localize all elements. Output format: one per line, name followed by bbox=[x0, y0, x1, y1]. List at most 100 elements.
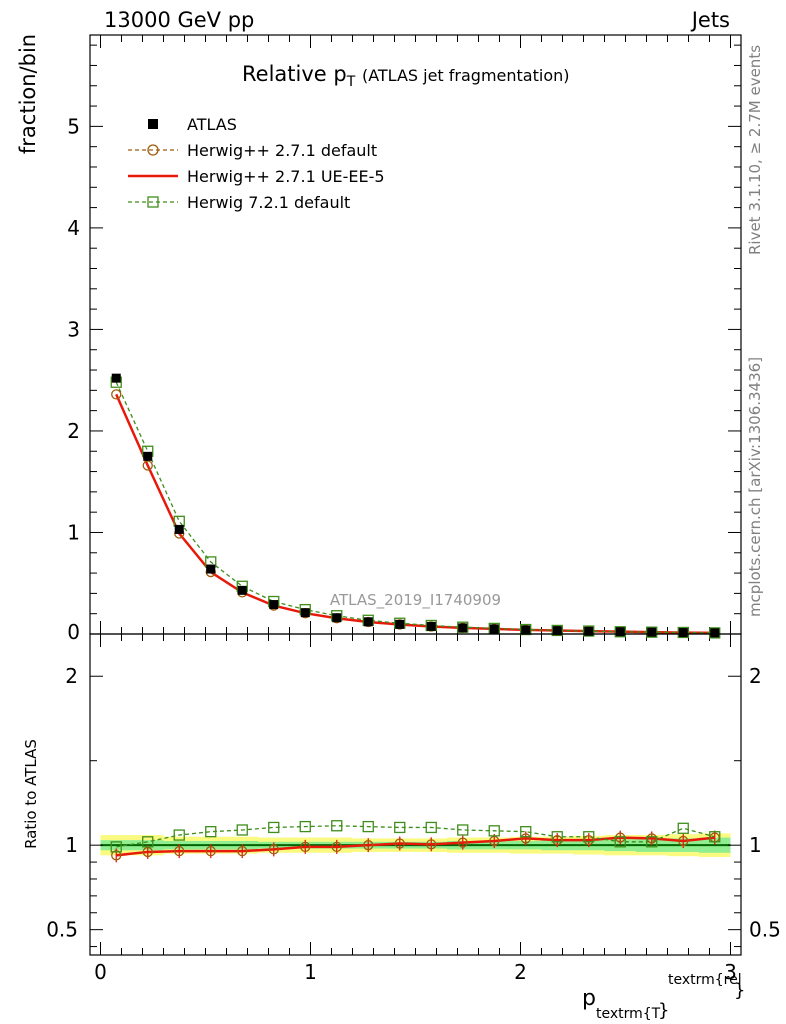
ratio-tick-label-left: 2 bbox=[65, 664, 78, 688]
ratio-point-herwigpp-default bbox=[174, 845, 185, 857]
ratio-point-herwig7-default bbox=[142, 836, 154, 848]
ratio-point-herwig7-default bbox=[677, 822, 689, 834]
point-atlas bbox=[552, 626, 562, 636]
point-atlas bbox=[237, 585, 247, 595]
header-right: Jets bbox=[691, 8, 730, 32]
ratio-tick-label-left: 1 bbox=[65, 833, 78, 857]
x-tick-label: 1 bbox=[304, 960, 317, 984]
legend-label: Herwig 7.2.1 default bbox=[187, 193, 350, 212]
ratio-point-herwig7-default bbox=[173, 829, 185, 841]
y-tick-label: 4 bbox=[67, 216, 80, 240]
ratio-point-herwig7-default bbox=[394, 821, 406, 834]
point-atlas bbox=[300, 608, 310, 618]
ratio-point-herwig7-default bbox=[299, 820, 311, 833]
ratio-point-herwig7-default bbox=[709, 831, 721, 843]
x-label-brace: } bbox=[658, 1000, 670, 1021]
point-atlas bbox=[584, 626, 594, 636]
x-label-main: p bbox=[582, 986, 596, 1011]
x-tick-label: 3 bbox=[724, 960, 737, 984]
ratio-point-herwig7-default bbox=[425, 821, 437, 834]
y-tick-label: 2 bbox=[67, 419, 80, 443]
ratio-tick-label-right: 1 bbox=[749, 833, 762, 857]
point-atlas bbox=[363, 617, 373, 627]
point-herwig7-default bbox=[614, 626, 626, 638]
point-herwigpp-default bbox=[142, 460, 153, 471]
ratio-point-herwigpp-default bbox=[111, 850, 122, 861]
point-atlas bbox=[143, 451, 153, 461]
point-herwig7-default bbox=[709, 627, 721, 639]
ratio-point-herwigpp-default bbox=[520, 833, 531, 844]
ratio-point-herwigpp-default bbox=[457, 837, 468, 848]
y-tick-label: 3 bbox=[67, 317, 80, 341]
point-herwig7-default bbox=[646, 626, 658, 638]
y-tick-label: 1 bbox=[67, 520, 80, 544]
x-label-sub: textrm{T bbox=[596, 1006, 661, 1022]
ratio-point-herwig7-default bbox=[551, 831, 563, 843]
ratio-point-herwigpp-default bbox=[394, 838, 405, 849]
ratio-point-herwig7-default bbox=[614, 836, 626, 848]
x-tick-label: 2 bbox=[514, 960, 527, 984]
point-atlas bbox=[458, 623, 468, 633]
point-herwig7-default bbox=[551, 624, 563, 637]
ratio-tick-label-right: 2 bbox=[749, 664, 762, 688]
x-label-sup-brace: } bbox=[734, 980, 746, 1001]
point-herwig7-default bbox=[677, 626, 689, 639]
plot-frames bbox=[89, 34, 742, 956]
ratio-tick-label-right: 0.5 bbox=[749, 918, 781, 942]
point-herwigpp-default bbox=[111, 389, 122, 400]
ratio-point-herwig7-default bbox=[488, 825, 500, 837]
point-atlas bbox=[111, 373, 121, 383]
ratio-point-herwigpp-default bbox=[363, 840, 374, 851]
point-atlas bbox=[206, 564, 216, 574]
data-series bbox=[110, 373, 721, 863]
y-tick-label: 5 bbox=[67, 114, 80, 138]
point-atlas bbox=[395, 619, 405, 629]
title-rest: (ATLAS jet fragmentation) bbox=[361, 66, 570, 85]
tick-labels: 1 2 3 4 5 0 0.5 0.5 1 1 2 2 0 1 2 3 ATLAS_2019_I1740909 A… bbox=[46, 114, 781, 984]
x-label-sup: textrm{rel bbox=[668, 972, 742, 988]
ratio-point-herwig7-default bbox=[583, 831, 595, 843]
analysis-watermark: ATLAS_2019_I1740909 bbox=[330, 591, 501, 610]
ratio-point-herwigpp-default bbox=[678, 835, 689, 847]
title-main: Relative p bbox=[242, 62, 347, 86]
ratio-point-herwigpp-default bbox=[205, 845, 216, 857]
legend-label: ATLAS bbox=[187, 115, 237, 134]
ratio-point-herwig7-default bbox=[457, 824, 469, 836]
legend bbox=[128, 119, 178, 208]
legend-label: Herwig++ 2.7.1 default bbox=[187, 141, 377, 160]
point-atlas bbox=[269, 600, 279, 610]
ratio-point-herwig7-default bbox=[362, 820, 374, 833]
ratio-point-herwig7-default bbox=[236, 824, 248, 836]
ratio-point-herwig7-default bbox=[331, 820, 343, 832]
ratio-tick-label-left: 0.5 bbox=[46, 918, 78, 942]
plot-title: Relative pT (ATLAS jet fragmentation) bbox=[242, 62, 570, 90]
title-sub: T bbox=[346, 74, 356, 91]
point-herwig7-default bbox=[583, 625, 595, 637]
header-left: 13000 GeV pp bbox=[104, 8, 255, 32]
ratio-point-herwig7-default bbox=[520, 826, 532, 838]
legend-label: Herwig++ 2.7.1 UE-EE-5 bbox=[187, 167, 385, 186]
point-atlas bbox=[647, 627, 657, 637]
ratio-point-herwigpp-default bbox=[426, 839, 437, 850]
point-atlas bbox=[332, 613, 342, 623]
ratio-point-herwigpp-default bbox=[331, 841, 342, 853]
y-tick-label: 0 bbox=[67, 620, 80, 644]
ratio-point-herwig7-default bbox=[646, 836, 658, 848]
ratio-point-herwig7-default bbox=[205, 826, 217, 838]
point-atlas bbox=[710, 628, 720, 638]
point-atlas bbox=[489, 624, 499, 634]
legend-marker-herwig7-default bbox=[147, 196, 159, 208]
point-atlas bbox=[521, 625, 531, 635]
legend-marker-atlas bbox=[148, 119, 158, 129]
legend-marker-herwigpp-default bbox=[147, 144, 159, 156]
point-atlas bbox=[426, 621, 436, 631]
ratio-point-herwigpp-default bbox=[268, 844, 279, 855]
point-atlas bbox=[174, 524, 184, 534]
point-atlas bbox=[615, 627, 625, 637]
ratio-point-herwig7-default bbox=[268, 821, 280, 834]
point-atlas bbox=[678, 628, 688, 638]
ratio-point-herwig7-default bbox=[110, 841, 122, 853]
ratio-panel-frame bbox=[89, 633, 742, 956]
ratio-point-herwigpp-default bbox=[237, 845, 248, 857]
